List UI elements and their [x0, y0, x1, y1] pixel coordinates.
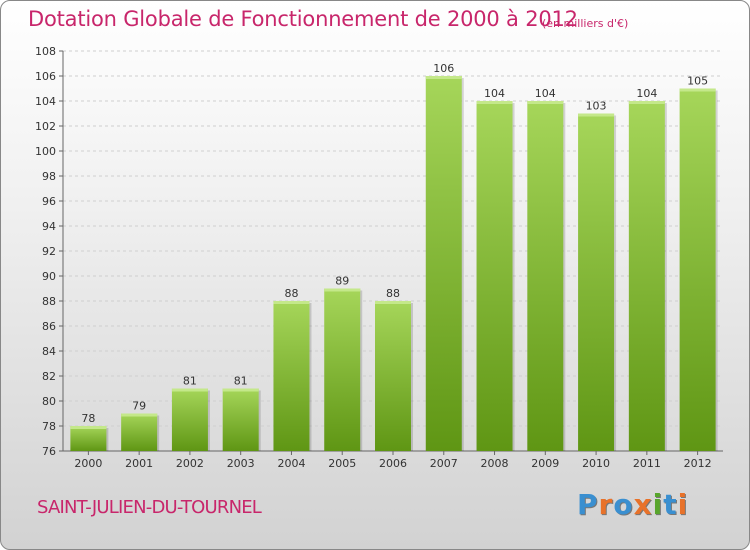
bar-2003 [222, 388, 259, 451]
x-tick-label-2005: 2005 [328, 457, 356, 470]
bar-top-highlight [679, 88, 716, 92]
bar-2000 [70, 426, 107, 451]
x-tick-label-2010: 2010 [582, 457, 610, 470]
data-label-2006: 88 [386, 287, 400, 300]
bar-top-highlight [324, 288, 361, 292]
x-tick-label-2004: 2004 [277, 457, 305, 470]
chart-unit: (en milliers d'€) [542, 17, 629, 30]
y-tick-label: 94 [42, 220, 56, 233]
data-label-2003: 81 [234, 375, 248, 388]
logo-letter: r [598, 488, 614, 521]
y-tick-label: 86 [42, 320, 56, 333]
logo-letter: i [677, 488, 689, 521]
y-tick-label: 108 [35, 45, 56, 58]
bar-top-highlight [375, 301, 411, 304]
x-tick-label-2006: 2006 [379, 457, 407, 470]
y-tick-label: 106 [35, 70, 56, 83]
y-tick-label: 78 [42, 420, 56, 433]
bar-top-highlight [121, 413, 158, 417]
x-tick-label-2002: 2002 [176, 457, 204, 470]
data-label-2009: 104 [535, 87, 556, 100]
bar-top-highlight [527, 101, 564, 104]
x-tick-labels: 2000 2001 2002 2003 2004 2005 2006 2007 2008 2009… [74, 451, 712, 470]
data-label-2005: 89 [335, 275, 349, 288]
bar-2006 [375, 301, 411, 451]
bar-2002 [171, 388, 208, 451]
data-label-2001: 79 [132, 400, 146, 413]
logo-letter: x [633, 488, 653, 521]
bar-2004 [273, 301, 310, 451]
logo-letter: t [663, 488, 678, 521]
y-tick-labels: 76 78 80 82 84 86 88 90 92 94 96 98 100 102 104 106 108 [35, 45, 56, 458]
y-tick-label: 100 [35, 145, 56, 158]
x-tick-label-2001: 2001 [125, 457, 153, 470]
data-label-2007: 106 [433, 62, 454, 75]
bar-2007 [425, 76, 462, 451]
x-tick-label-2003: 2003 [227, 457, 255, 470]
chart-title: Dotation Globale de Fonctionnement de 20… [28, 7, 578, 31]
x-tick-label-2000: 2000 [74, 457, 102, 470]
data-label-2011: 104 [636, 87, 657, 100]
logo-letter: i [652, 488, 664, 521]
bar-top-highlight [222, 388, 259, 392]
logo-letter: o [613, 488, 634, 521]
data-label-2010: 103 [586, 100, 607, 113]
data-labels: 78 79 81 81 88 89 88 106 104 104 103 104 105 [81, 62, 708, 425]
bar-2012 [679, 88, 716, 451]
y-tick-label: 92 [42, 245, 56, 258]
bar-2010 [578, 113, 615, 451]
bars [70, 76, 718, 451]
bar-2009 [527, 101, 564, 451]
commune-name: SAINT-JULIEN-DU-TOURNEL [37, 497, 262, 518]
y-tick-label: 82 [42, 370, 56, 383]
bar-top-highlight [70, 426, 107, 429]
data-label-2008: 104 [484, 87, 505, 100]
data-label-2012: 105 [687, 75, 708, 88]
x-tick-label-2008: 2008 [481, 457, 509, 470]
x-tick-label-2009: 2009 [531, 457, 559, 470]
y-tick-label: 80 [42, 395, 56, 408]
bar-top-highlight [578, 113, 615, 117]
y-tick-label: 96 [42, 195, 56, 208]
bar-top-highlight [476, 101, 513, 104]
bar-top-highlight [628, 101, 665, 104]
bar-top-highlight [273, 301, 310, 304]
x-tick-label-2011: 2011 [633, 457, 661, 470]
y-tick-label: 98 [42, 170, 56, 183]
y-tick-label: 88 [42, 295, 56, 308]
bar-top-highlight [425, 76, 462, 79]
proxiti-logo: Proxiti [577, 488, 688, 521]
bar-2011 [628, 101, 665, 451]
bar-2005 [324, 288, 361, 451]
x-tick-label-2007: 2007 [430, 457, 458, 470]
bar-top-highlight [171, 388, 208, 392]
y-tick-label: 84 [42, 345, 56, 358]
x-tick-label-2012: 2012 [684, 457, 712, 470]
y-tick-label: 102 [35, 120, 56, 133]
y-tick-label: 104 [35, 95, 56, 108]
y-tick-label: 76 [42, 445, 56, 458]
logo-letter: P [577, 488, 599, 521]
data-label-2004: 88 [284, 287, 298, 300]
bar-2008 [476, 101, 513, 451]
data-label-2002: 81 [183, 375, 197, 388]
bar-2001 [121, 413, 158, 451]
data-label-2000: 78 [81, 412, 95, 425]
y-tick-label: 90 [42, 270, 56, 283]
